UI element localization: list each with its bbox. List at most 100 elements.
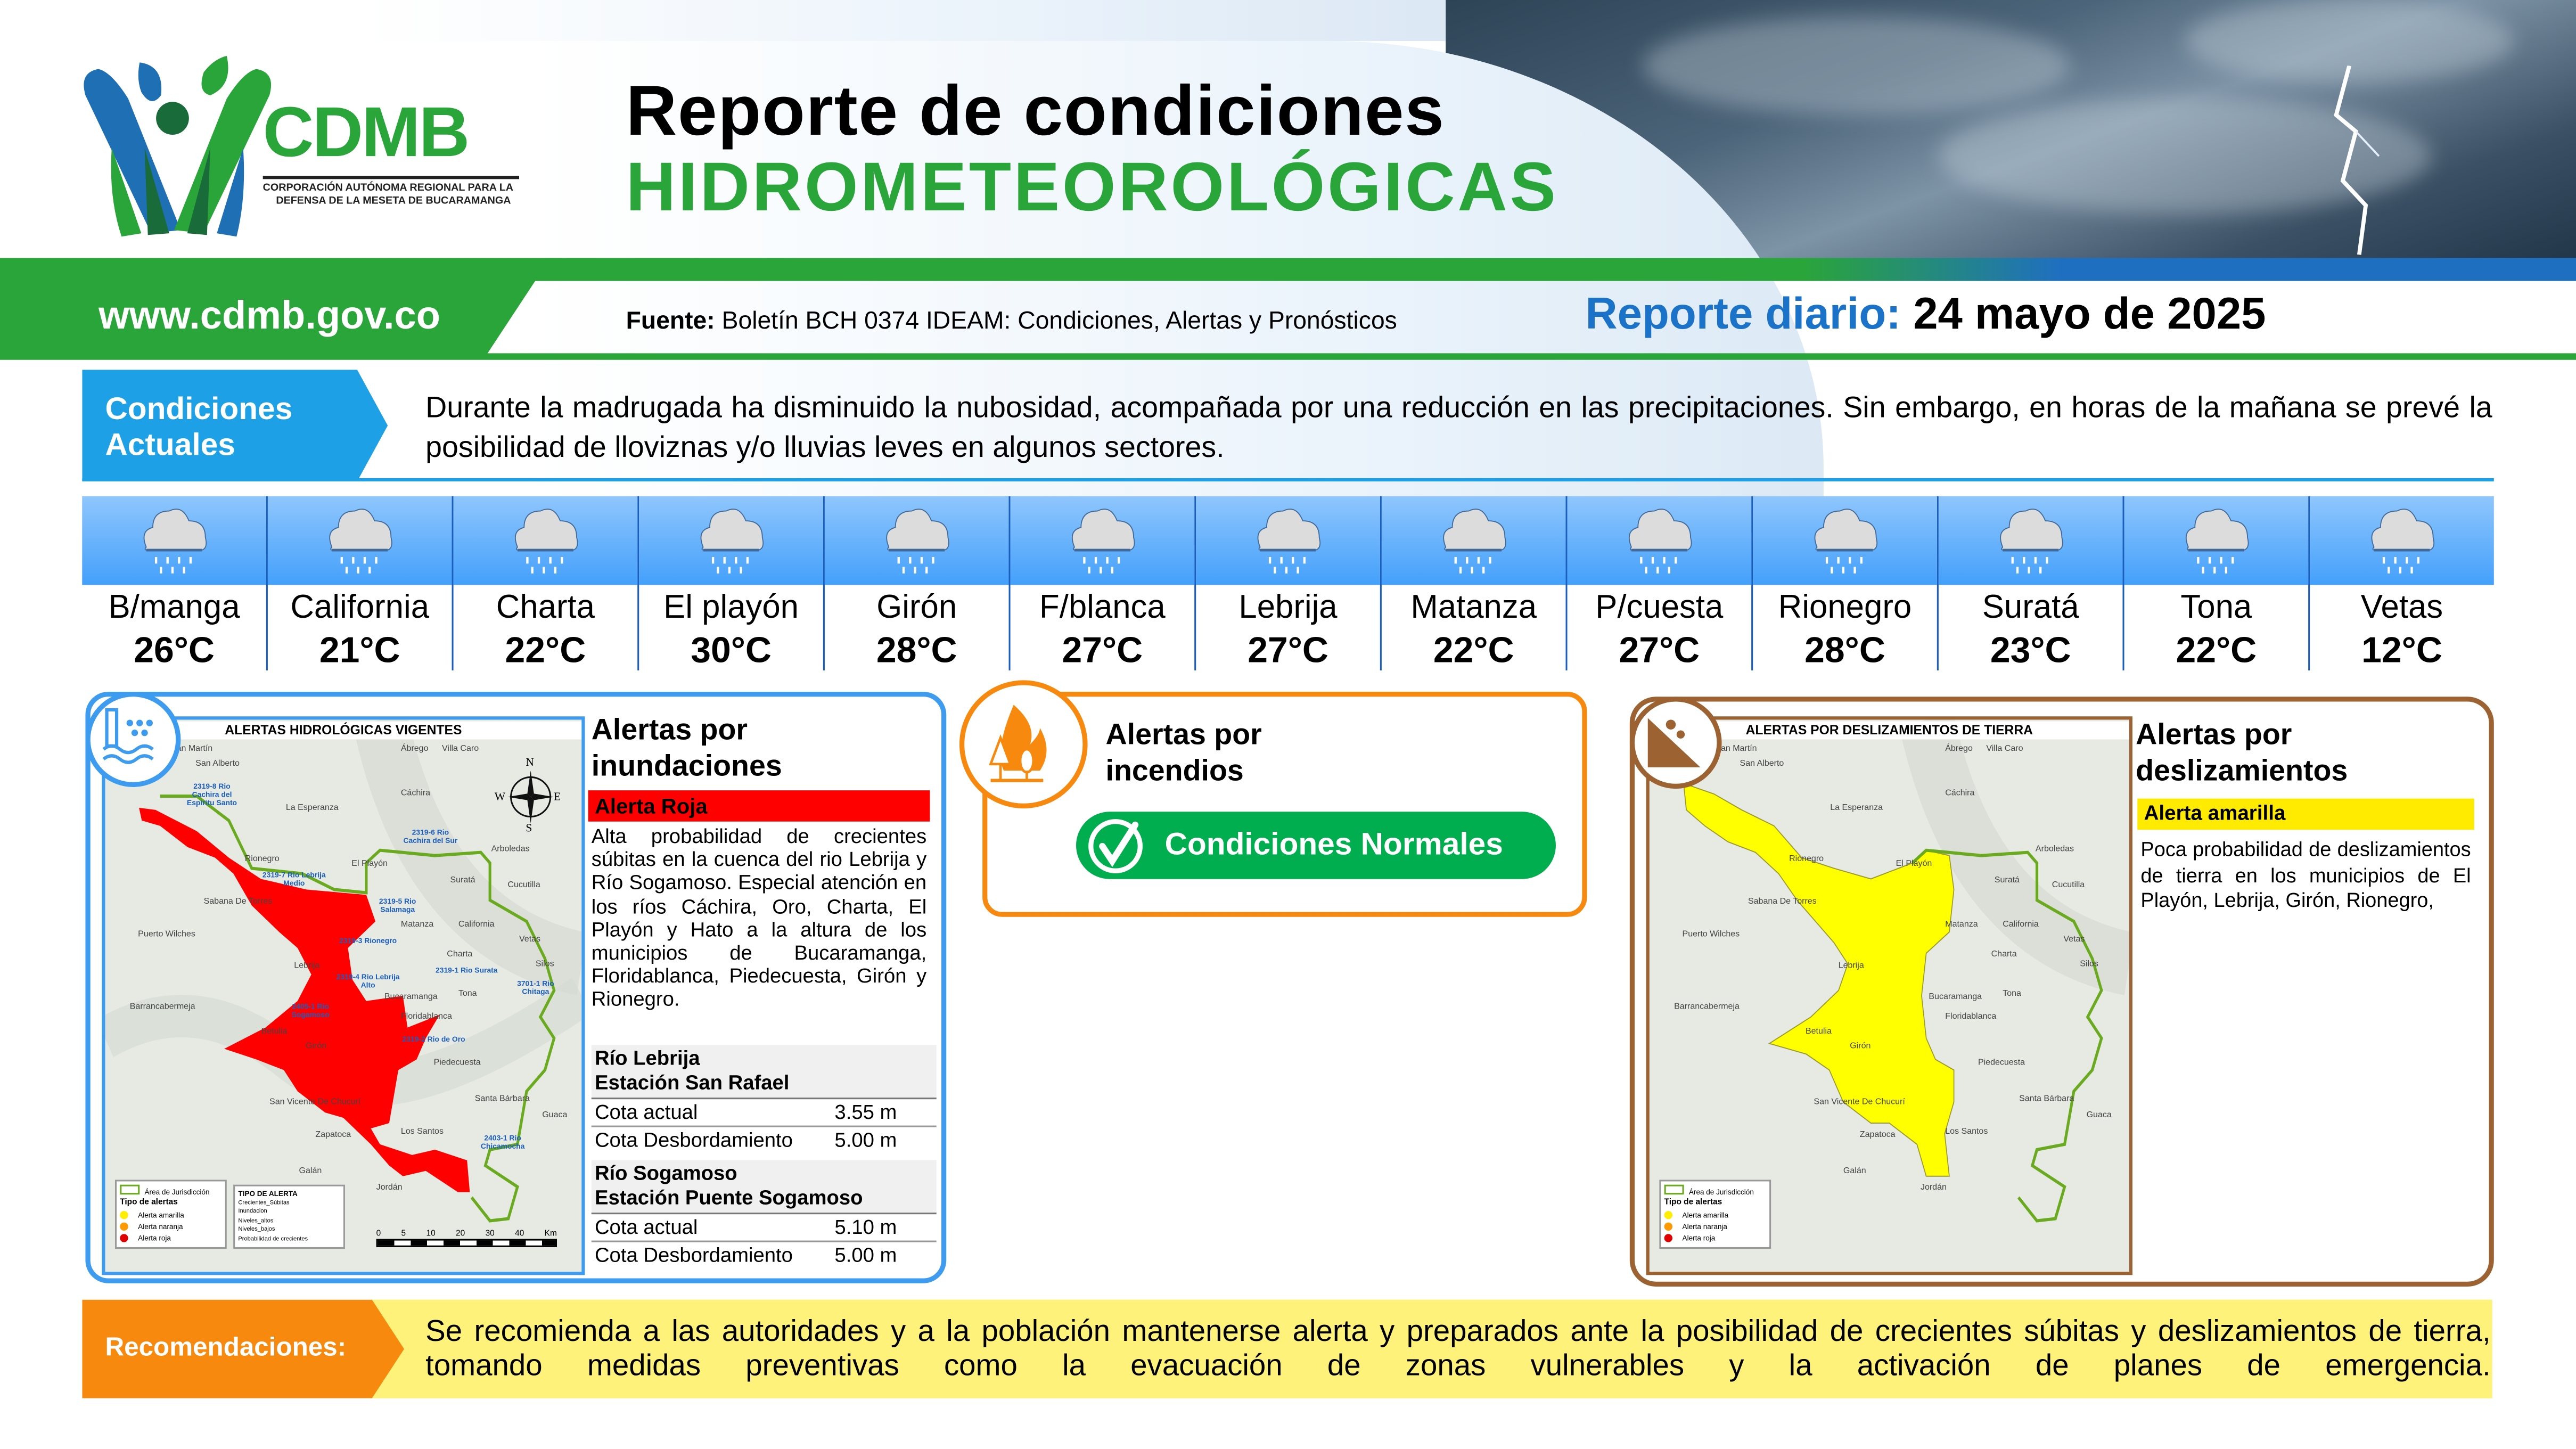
map-place-label: California: [2003, 920, 2039, 930]
map-place-label: Girón: [1850, 1042, 1871, 1052]
map-place-label: Bucaramanga: [384, 992, 438, 1003]
station-temperature: 26°C: [134, 629, 215, 670]
map-place-label: Piedecuesta: [433, 1058, 481, 1068]
map-place-label: Floridablanca: [1945, 1012, 1997, 1022]
map-place-label: Barrancabermeja: [129, 1002, 195, 1012]
alert-type-item: Probabilidad de crecientes: [238, 1234, 308, 1242]
alert-type-key-title: TIPO DE ALERTA: [238, 1189, 298, 1198]
flood-alert-level: Alerta Roja: [588, 790, 930, 822]
map-place-label: El Playón: [351, 859, 388, 870]
station-river: Río Lebrija: [594, 1046, 700, 1070]
station-temperature: 30°C: [691, 629, 772, 670]
storm-sky-image: [1446, 0, 2576, 263]
flood-title-line2: inundaciones: [591, 749, 782, 782]
report-date-label: Reporte diario:: [1585, 289, 1901, 339]
station-name: Matanza: [1410, 590, 1537, 626]
landslide-description: Poca probabilidad de deslizamientos de t…: [2140, 838, 2471, 912]
station-temperature: 27°C: [1248, 629, 1328, 670]
flood-alert-panel: ALERTAS HIDROLÓGICAS VIGENTES San Martín…: [85, 691, 947, 1283]
logo-subtitle-line2: DEFENSA DE LA MESETA DE BUCARAMANGA: [276, 195, 511, 207]
legend-yellow-label: Alerta amarilla: [138, 1211, 184, 1219]
rain-cloud-icon: [1567, 496, 1752, 585]
legend-red-label: Alerta roja: [138, 1234, 171, 1242]
weather-station-3: El playón 30°C: [639, 496, 825, 670]
conditions-text: Durante la madrugada ha disminuido la nu…: [425, 391, 2492, 464]
map-place-label: Santa Bárbara: [2019, 1094, 2074, 1104]
station-name: El playón: [663, 590, 799, 626]
landslide-alert-panel: ALERTAS POR DESLIZAMIENTOS DE TIERRA San…: [1629, 697, 2494, 1287]
map-place-label: Matanza: [400, 920, 434, 930]
map-place-label: Santa Bárbara: [474, 1094, 530, 1104]
map-place-label: Charta: [1991, 949, 2017, 960]
station-temperature: 27°C: [1062, 629, 1143, 670]
conditions-divider: [82, 478, 2494, 482]
legend-yellow: Alerta amarilla: [1664, 1209, 1766, 1221]
map-station-label: 2319-2 Rio de Oro: [402, 1035, 465, 1044]
map-place-label: Villa Caro: [1986, 744, 2023, 755]
alert-type-item: Niveles_bajos: [238, 1225, 275, 1233]
legend-jurisdiction: Área de Jurisdicción: [120, 1184, 221, 1198]
station-temperature: 23°C: [1990, 629, 2071, 670]
flood-map-title: ALERTAS HIDROLÓGICAS VIGENTES: [105, 721, 582, 740]
fire-title: Alertas por incendios: [1106, 716, 1262, 789]
map-place-label: Los Santos: [400, 1127, 444, 1137]
landslide-map-title: ALERTAS POR DESLIZAMIENTOS DE TIERRA: [1649, 721, 2129, 740]
landslide-map-legend: Área de Jurisdicción Tipo de alertas Ale…: [1659, 1180, 1771, 1249]
map-place-label: Silos: [2080, 959, 2098, 970]
weather-station-0: B/manga 26°C: [82, 496, 268, 670]
logo-wordmark: CDMB: [262, 93, 470, 173]
jurisdiction-outline: [160, 795, 556, 1223]
map-place-label: Betulia: [1805, 1027, 1832, 1037]
wildfire-icon: [959, 680, 1088, 809]
website-tab: [0, 258, 551, 358]
map-place-label: Jordán: [376, 1183, 403, 1193]
station-temperature: 12°C: [2361, 629, 2442, 670]
yellow-alert-zone: [1683, 782, 1955, 1177]
weather-station-5: F/blanca 27°C: [1010, 496, 1196, 670]
station-name: Suratá: [1982, 590, 2079, 626]
map-place-label: Tona: [458, 989, 477, 999]
legend-orange: Alerta naranja: [1664, 1221, 1766, 1233]
page-title: Reporte de condiciones: [626, 72, 1445, 151]
map-place-label: Floridablanca: [400, 1012, 452, 1022]
weather-station-9: Rionegro 28°C: [1753, 496, 1939, 670]
map-place-label: Betulia: [261, 1027, 288, 1037]
map-place-label: Ábrego: [1945, 744, 1973, 755]
recommendations-label: Recomendaciones:: [82, 1299, 405, 1398]
weather-station-1: California 21°C: [267, 496, 454, 670]
map-place-label: La Esperanza: [285, 803, 339, 814]
map-place-label: Zapatoca: [315, 1130, 351, 1141]
legend-red-label: Alerta roja: [1682, 1234, 1716, 1242]
station-temperature: 27°C: [1619, 629, 1700, 670]
header-divider: [0, 353, 2576, 360]
station-name: Estación Puente Sogamoso: [594, 1186, 863, 1209]
legend-yellow: Alerta amarilla: [120, 1209, 221, 1221]
website-link[interactable]: www.cdmb.gov.co: [99, 294, 441, 339]
station-name: Tona: [2180, 590, 2252, 626]
station-temperature: 22°C: [2176, 629, 2257, 670]
row-label: Cota actual: [594, 1101, 698, 1124]
row-value: 3.55 m: [834, 1101, 897, 1124]
map-place-label: Guaca: [542, 1110, 568, 1121]
map-place-label: Lebrija: [294, 961, 320, 971]
rain-cloud-icon: [1938, 496, 2123, 585]
compass-rose-icon: N S E W: [495, 756, 562, 834]
legend-orange: Alerta naranja: [120, 1221, 221, 1233]
map-place-label: Lebrija: [1838, 961, 1864, 971]
map-place-label: San Alberto: [195, 759, 240, 769]
logo-subtitle-line1: CORPORACIÓN AUTÓNOMA REGIONAL PARA LA: [262, 182, 514, 194]
map-place-label: Barrancabermeja: [1674, 1002, 1740, 1012]
landslide-title: Alertas por deslizamientos: [2136, 716, 2348, 789]
map-place-label: Silos: [535, 959, 554, 970]
station-header: Río Lebrija Estación San Rafael: [591, 1045, 937, 1100]
flood-alert-map: ALERTAS HIDROLÓGICAS VIGENTES San Martín…: [102, 716, 585, 1275]
compass-north: N: [526, 756, 534, 769]
conditions-label-line2: Actuales: [105, 429, 235, 464]
weather-station-11: Tona 22°C: [2124, 496, 2310, 670]
weather-station-7: Matanza 22°C: [1381, 496, 1568, 670]
rain-cloud-icon: [2124, 496, 2309, 585]
row-value: 5.00 m: [834, 1243, 897, 1267]
legend-jurisdiction-label: Área de Jurisdicción: [1688, 1188, 1754, 1197]
map-place-label: California: [458, 920, 495, 930]
